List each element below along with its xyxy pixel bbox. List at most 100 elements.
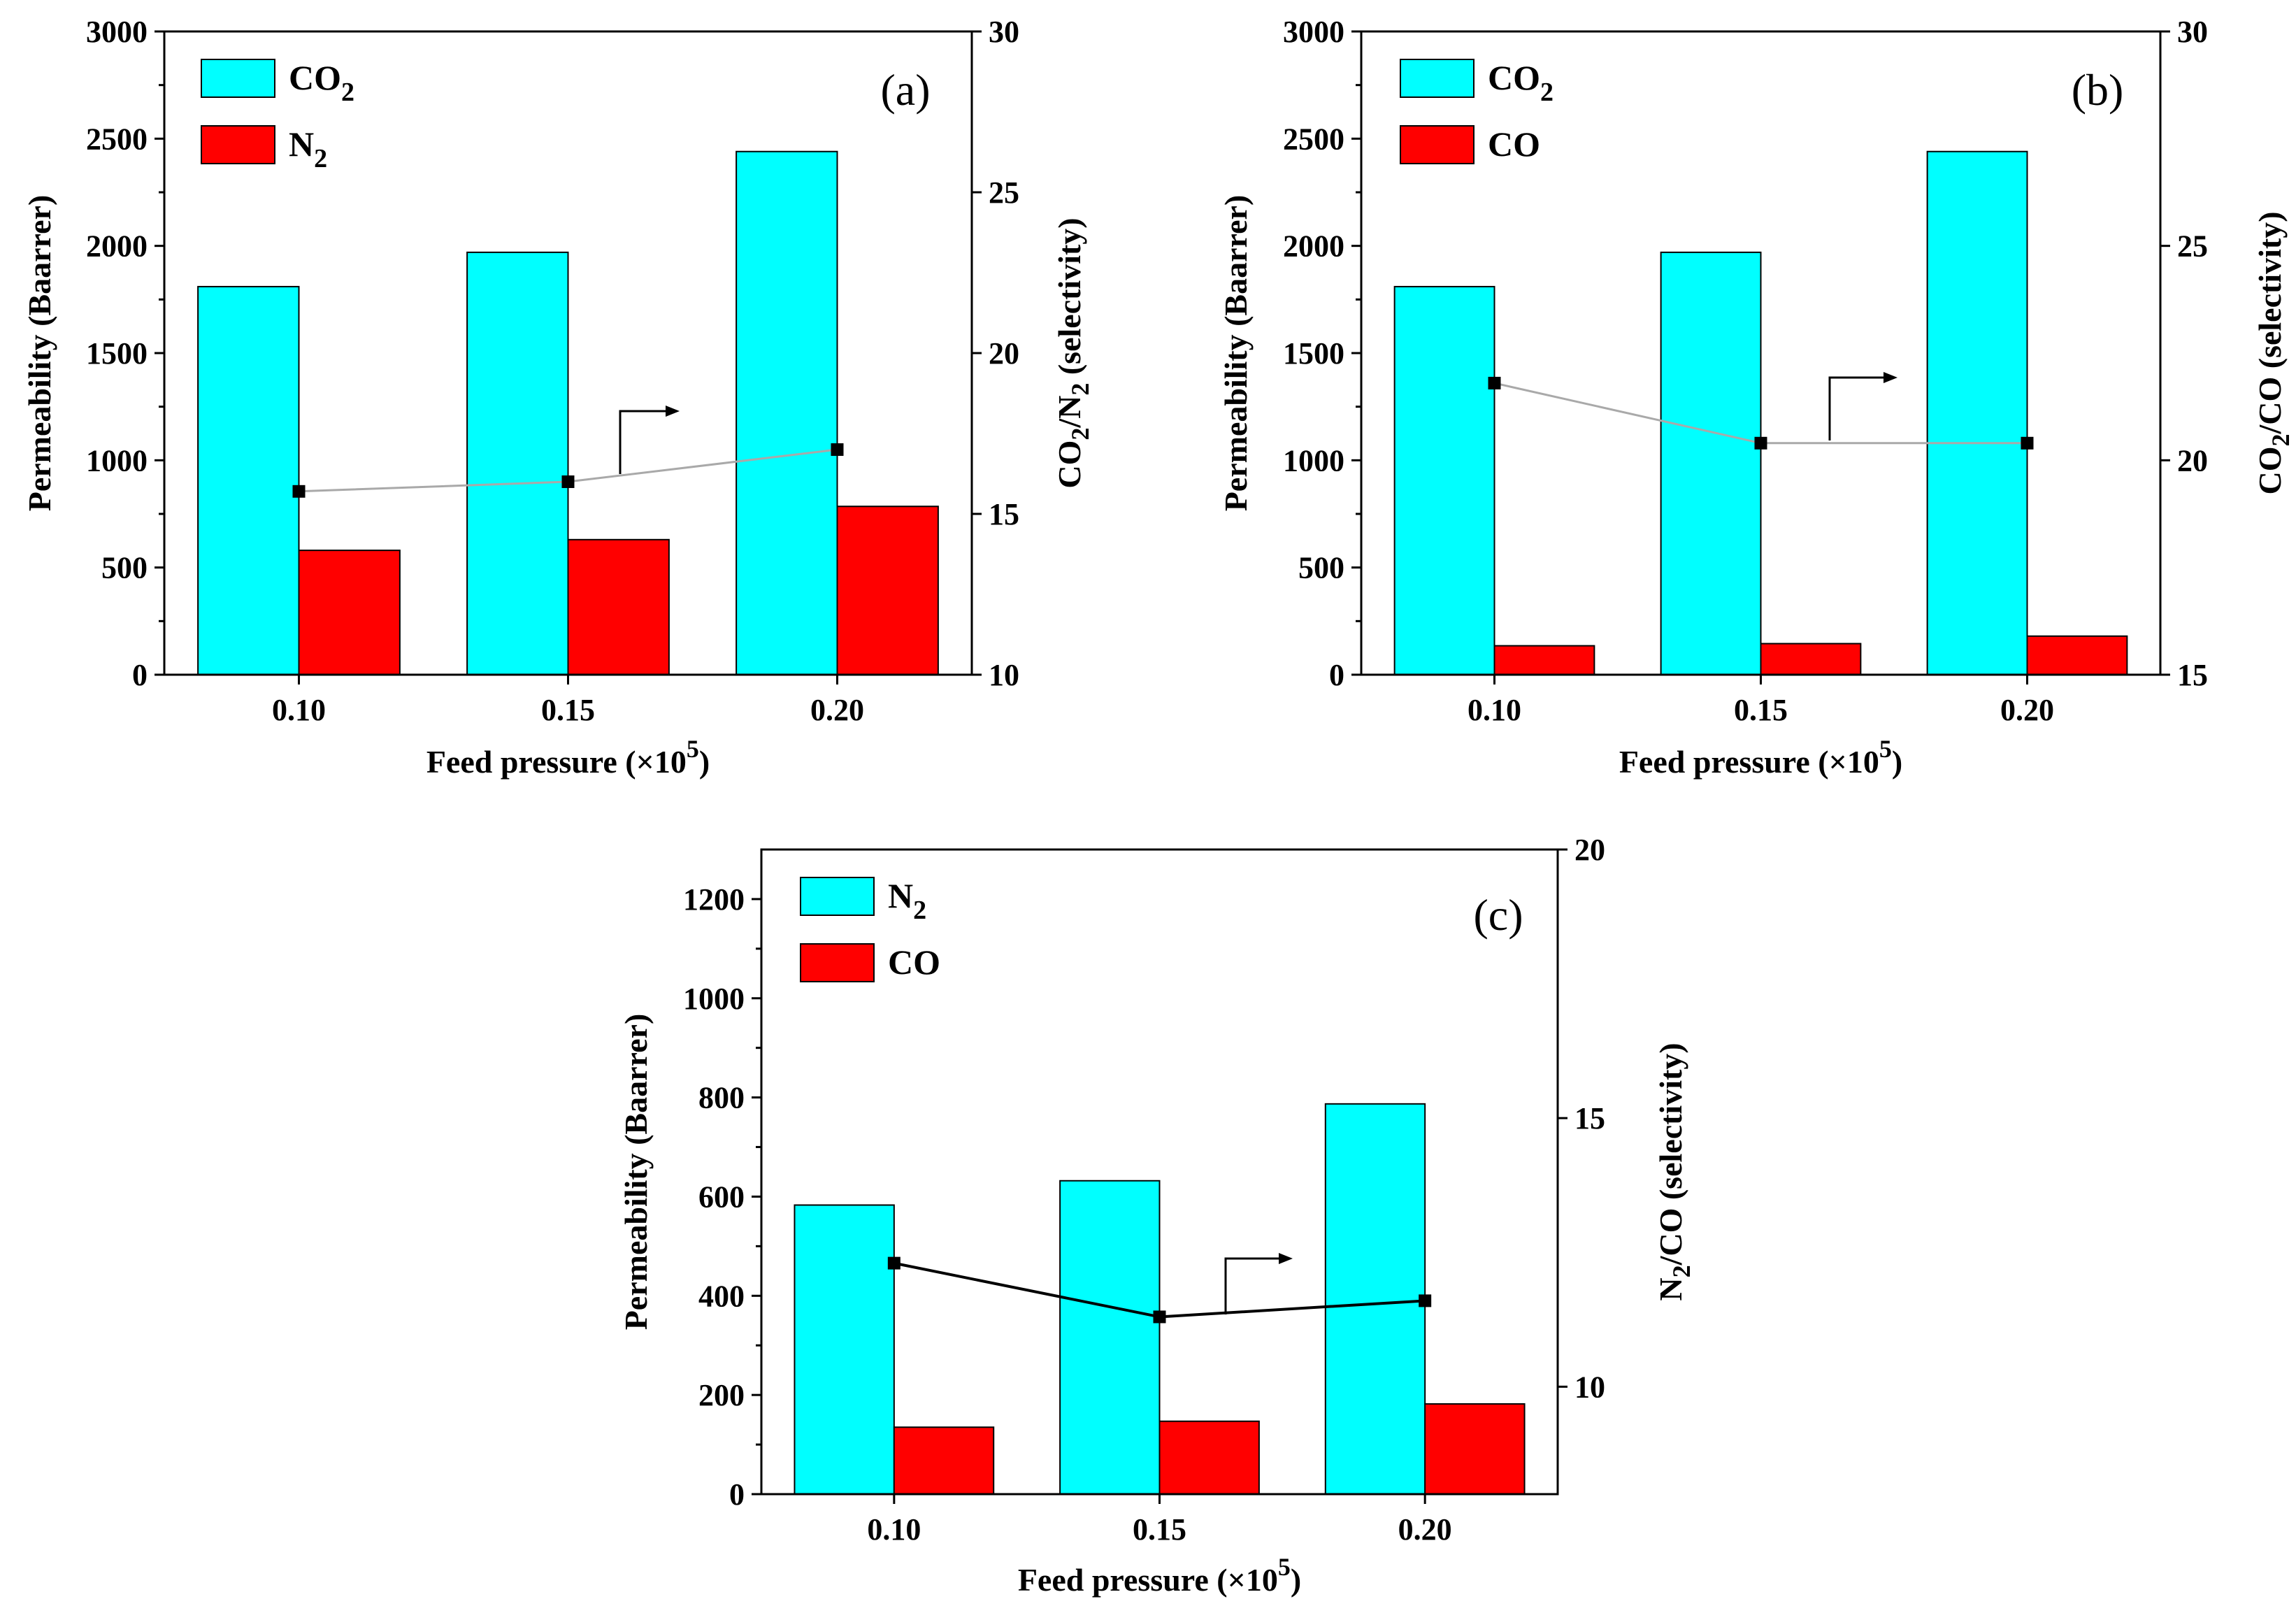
bar-n2-0.10	[794, 1204, 895, 1495]
y-tick-label: 1500	[86, 336, 148, 371]
bar-co2-0.10	[1393, 285, 1495, 675]
y-tick-label: 1000	[683, 982, 745, 1016]
x-axis-title: Feed pressure (×105)	[426, 735, 710, 780]
selectivity-marker-0.15	[1153, 1310, 1166, 1324]
y-tick-label: 1000	[86, 443, 148, 478]
y-right-tick-label: 15	[1574, 1101, 1605, 1135]
y-tick-label: 200	[698, 1378, 745, 1412]
y-tick-label: 3000	[1283, 15, 1344, 49]
legend-swatch-n2	[800, 877, 875, 916]
panel-label: (c)	[1473, 890, 1523, 940]
y-tick-label: 2500	[1283, 122, 1344, 156]
legend-swatch-co2	[1400, 59, 1475, 98]
bar-co2-0.20	[1926, 150, 2028, 675]
legend-swatch-co	[1400, 125, 1475, 164]
y-right-tick-label: 15	[989, 497, 1019, 531]
y-tick-label: 1000	[1283, 443, 1344, 478]
y-right-tick-label: 30	[989, 15, 1019, 49]
bar-n2-0.20	[1324, 1103, 1426, 1495]
legend-label-n2: N2	[888, 876, 926, 925]
x-tick-label: 0.20	[2000, 693, 2054, 727]
chart-panel-b: 0 500 1000 1500 2000 2500 3000 15 20 25 30 0.10 0.15…	[1218, 15, 2295, 780]
bar-co2-0.20	[736, 150, 838, 675]
legend-label-n2: N2	[289, 124, 327, 173]
y-tick-label: 0	[1329, 658, 1344, 692]
selectivity-marker-0.15	[1754, 436, 1767, 450]
chart-panel-a: 0 500 1000 1500 2000 2500 3000 10 15 20 25 30 0.10 0.…	[22, 15, 1094, 780]
y-right-tick-label: 20	[989, 336, 1019, 371]
selectivity-marker-0.20	[831, 443, 844, 456]
bar-co2-0.10	[197, 285, 300, 675]
selectivity-marker-0.10	[292, 485, 306, 498]
y-right-axis-title: CO2/N2 (selectivity)	[1052, 217, 1094, 488]
y-tick-label: 0	[729, 1477, 745, 1512]
x-tick-label: 0.15	[1133, 1512, 1186, 1547]
x-tick-label: 0.10	[1468, 693, 1521, 727]
bar-n2-0.15	[567, 538, 670, 675]
legend-label-co: CO	[888, 942, 940, 982]
y-axis-title: Permeability (Baarrer)	[618, 1014, 654, 1331]
x-axis-title: Feed pressure (×105)	[1619, 735, 1902, 780]
bar-co2-0.15	[1660, 251, 1762, 676]
right-axis-arrowhead	[1884, 372, 1897, 383]
selectivity-marker-0.10	[1488, 376, 1501, 389]
y-right-axis-title: CO2/CO (selectivity)	[2252, 211, 2295, 494]
x-tick-label: 0.15	[1734, 693, 1788, 727]
legend-swatch-n2	[201, 125, 275, 164]
bar-n2-0.15	[1059, 1180, 1161, 1495]
legend-swatch-co2	[201, 59, 275, 98]
right-axis-arrow	[1224, 1257, 1283, 1314]
y-right-tick-label: 20	[2177, 443, 2208, 478]
y-right-tick-label: 20	[1574, 833, 1605, 867]
x-tick-label: 0.20	[1398, 1512, 1452, 1547]
bar-co2-0.15	[466, 251, 569, 676]
bar-co-0.15	[1760, 643, 1862, 675]
x-tick-label: 0.10	[867, 1512, 921, 1547]
legend-label-co2: CO2	[289, 58, 354, 107]
x-tick-label: 0.20	[810, 693, 864, 727]
y-right-axis-title: N2/CO (selectivity)	[1653, 1042, 1695, 1300]
y-tick-label: 2500	[86, 122, 148, 156]
y-tick-label: 2000	[86, 229, 148, 264]
y-tick-label: 1500	[1283, 336, 1344, 371]
y-tick-label: 1200	[683, 882, 745, 917]
right-axis-arrowhead	[666, 406, 680, 417]
y-right-tick-label: 30	[2177, 15, 2208, 49]
y-tick-label: 2000	[1283, 229, 1344, 264]
bar-co-0.10	[1493, 645, 1595, 675]
y-right-tick-label: 25	[989, 175, 1019, 210]
bar-co-0.20	[2026, 635, 2128, 675]
y-tick-label: 500	[101, 551, 148, 585]
y-right-tick-label: 10	[989, 658, 1019, 692]
chart-panel-c: 0 200 400 600 800 1000 1200 10 15 20 0.10 0.15 0.20 F…	[618, 833, 1695, 1598]
right-axis-arrowhead	[1279, 1253, 1293, 1264]
y-right-tick-label: 15	[2177, 658, 2208, 692]
y-tick-label: 0	[132, 658, 148, 692]
bar-co-0.10	[893, 1426, 995, 1496]
panel-label: (a)	[880, 65, 930, 115]
bar-n2-0.20	[836, 506, 939, 675]
selectivity-marker-0.20	[1419, 1294, 1432, 1307]
right-axis-arrow	[619, 410, 670, 474]
x-tick-label: 0.15	[541, 693, 595, 727]
panel-label: (b)	[2072, 65, 2124, 115]
y-tick-label: 400	[698, 1279, 745, 1313]
legend-label-co: CO	[1488, 124, 1540, 164]
y-right-tick-label: 25	[2177, 229, 2208, 264]
selectivity-marker-0.10	[887, 1256, 901, 1270]
y-tick-label: 800	[698, 1081, 745, 1115]
bar-co-0.20	[1424, 1403, 1526, 1496]
legend-label-co2: CO2	[1488, 58, 1554, 107]
y-axis-title: Permeability (Baarrer)	[1218, 195, 1254, 512]
selectivity-marker-0.15	[561, 475, 575, 488]
selectivity-marker-0.20	[2021, 436, 2034, 450]
right-axis-arrow	[1828, 376, 1888, 440]
y-tick-label: 3000	[86, 15, 148, 49]
x-axis-title: Feed pressure (×105)	[1018, 1553, 1301, 1598]
bar-co-0.15	[1158, 1420, 1260, 1495]
y-right-tick-label: 10	[1574, 1370, 1605, 1404]
y-axis-title: Permeability (Baarrer)	[22, 195, 57, 512]
legend-swatch-co	[800, 943, 875, 982]
bar-n2-0.10	[298, 550, 401, 676]
